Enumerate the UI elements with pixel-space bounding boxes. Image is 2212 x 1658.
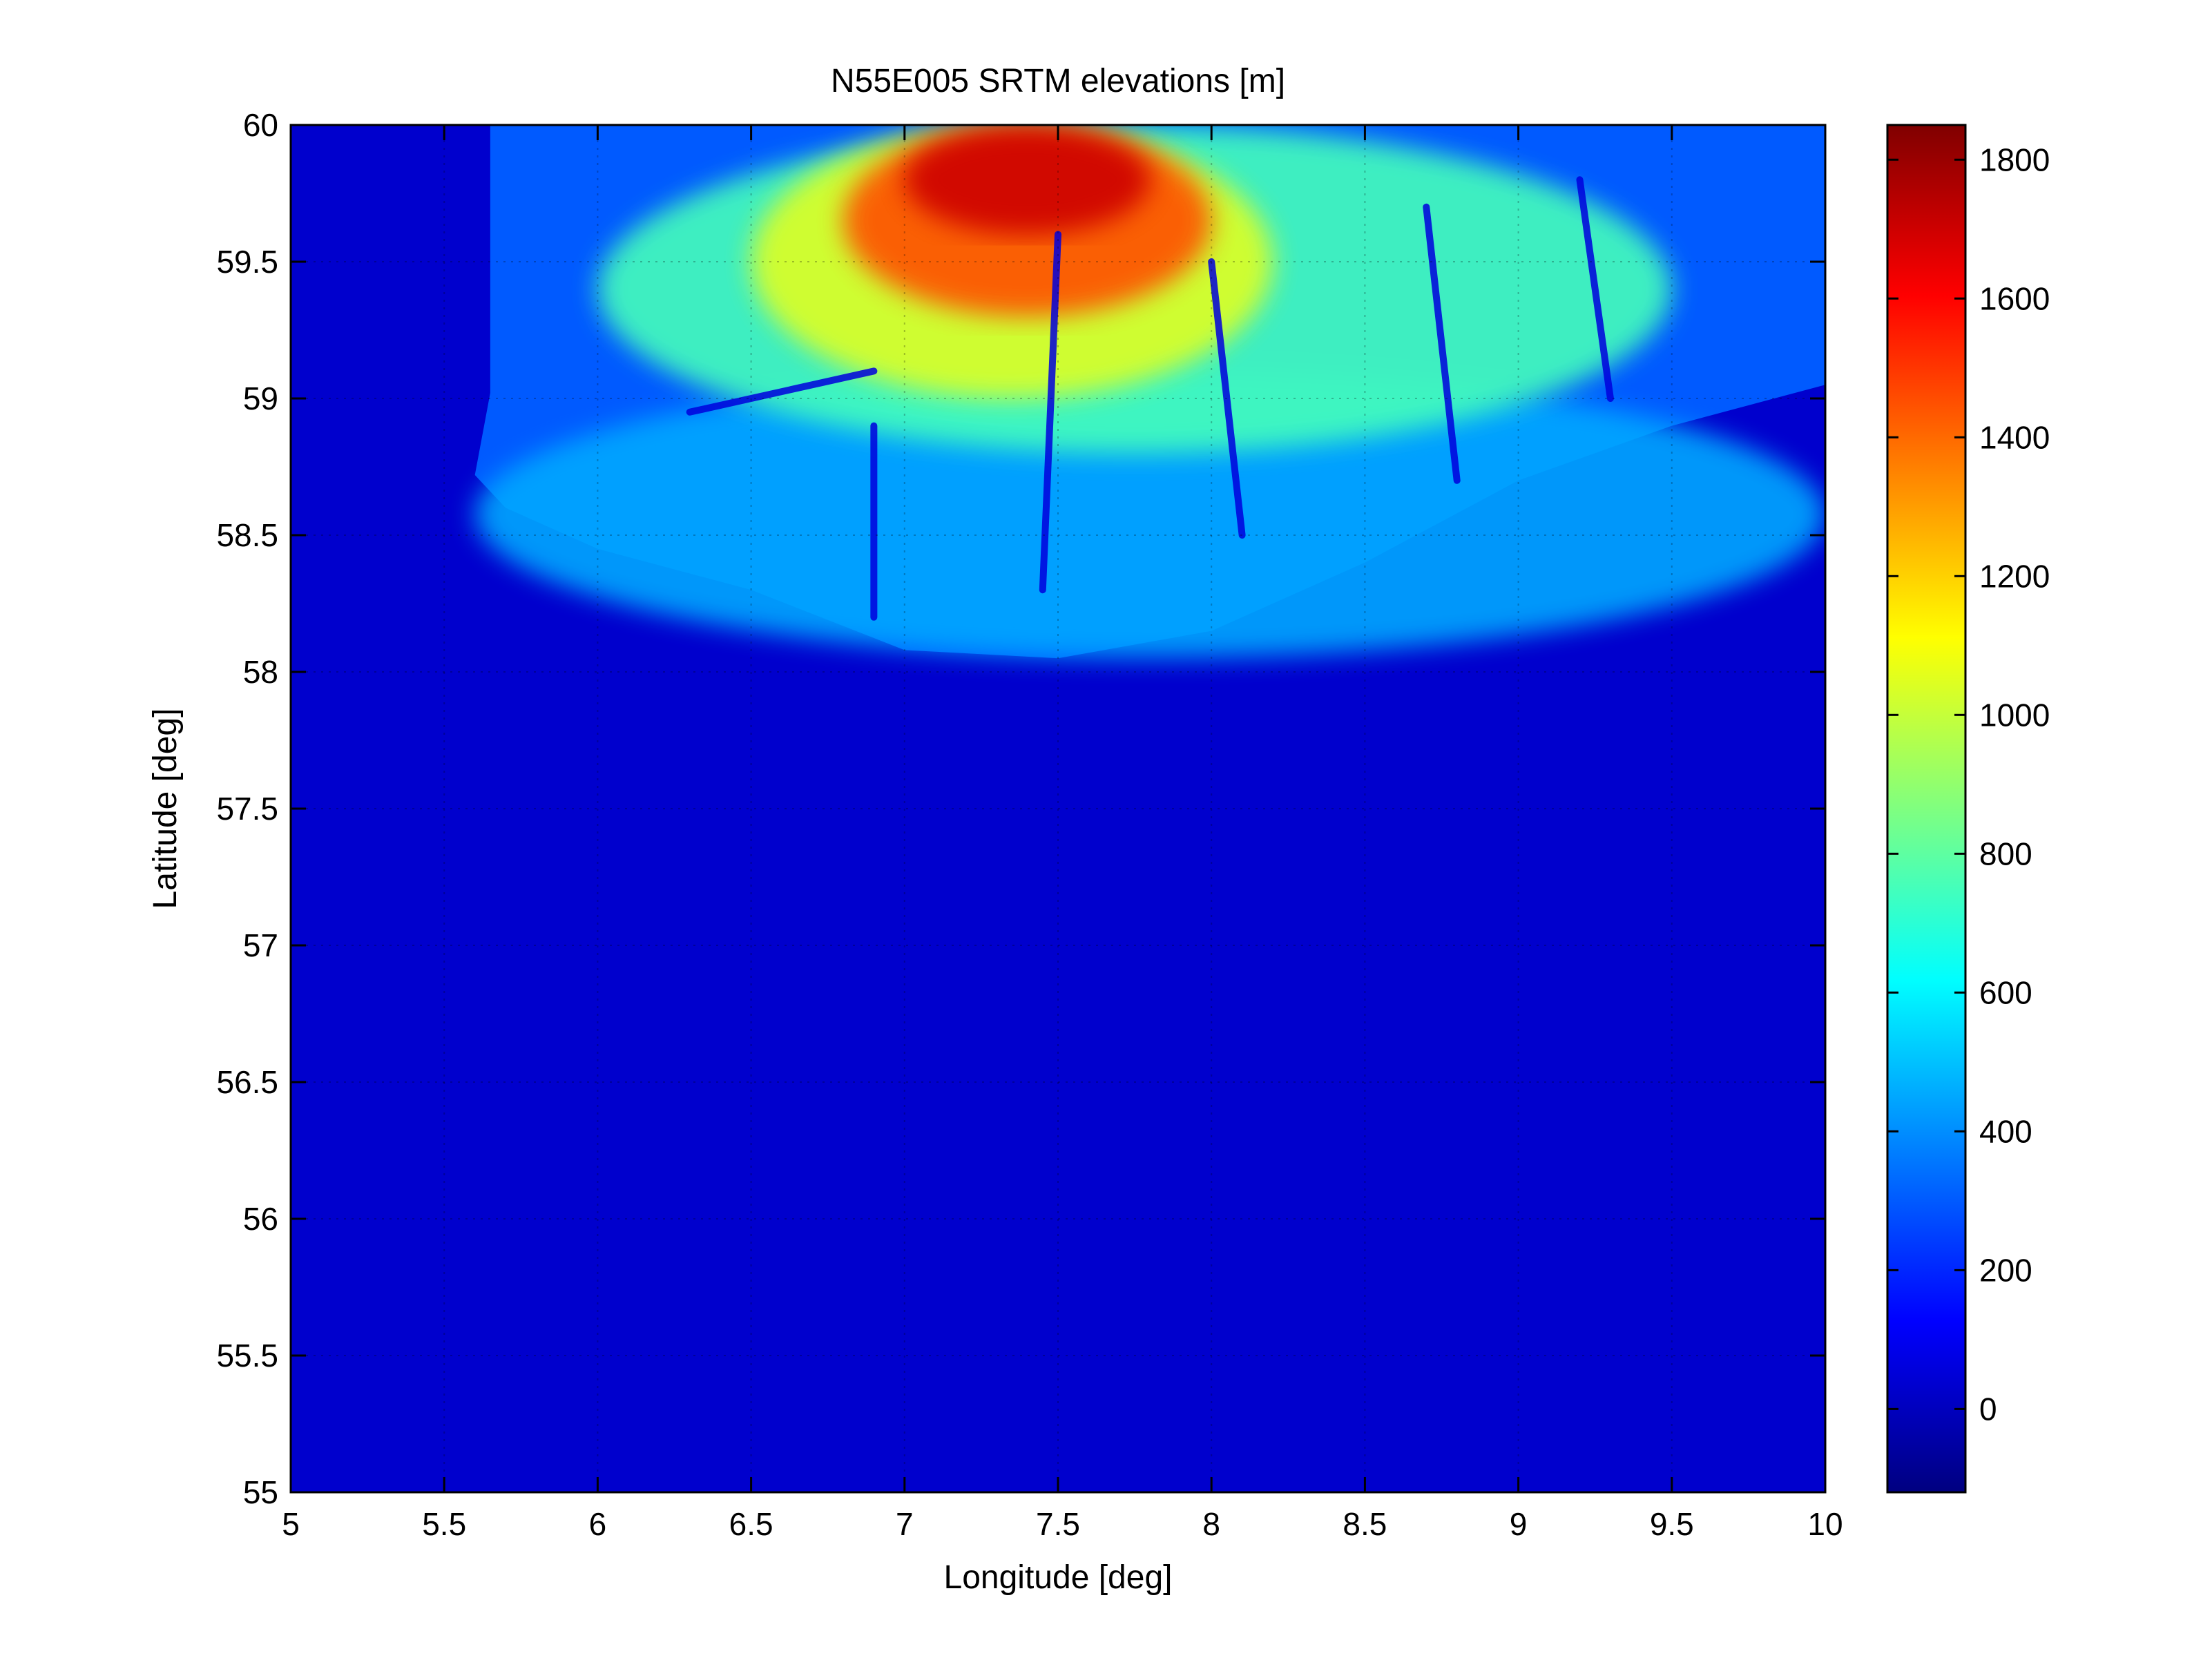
y-tick-label: 60 (243, 107, 278, 143)
colorbar-tick-label: 1600 (1979, 280, 2050, 316)
valley-line (1576, 176, 1614, 402)
plot-area (291, 125, 1825, 1492)
x-axis-label: Longitude [deg] (944, 1559, 1173, 1596)
x-tick-label: 6 (589, 1506, 607, 1542)
x-tick-label: 7.5 (1036, 1506, 1080, 1542)
x-tick-label: 9 (1510, 1506, 1528, 1542)
y-tick-label: 57 (243, 927, 278, 963)
x-tick-label: 6.5 (729, 1506, 773, 1542)
valley-layer (686, 176, 1614, 621)
y-tick-label: 59.5 (216, 244, 278, 280)
colorbar-tick-label: 200 (1979, 1252, 2032, 1288)
colorbar: 0 200 400 600 800 1000 1200 1400 1600 1800 (1886, 124, 2050, 1494)
elevation-region (474, 371, 1825, 659)
colorbar-tick-label: 800 (1979, 836, 2032, 871)
colorbar-tick-label: 1200 (1979, 558, 2050, 594)
y-tick-label: 55 (243, 1474, 278, 1510)
x-tick-label: 10 (1807, 1506, 1843, 1542)
y-tick-label: 56.5 (216, 1064, 278, 1100)
x-tick-label: 8.5 (1343, 1506, 1387, 1542)
y-tick-label: 57.5 (216, 791, 278, 827)
terrain-layer (474, 125, 1825, 659)
colorbar-tick-label: 0 (1979, 1391, 1997, 1427)
valley-line (1423, 203, 1461, 484)
colorbar-tick-label: 1000 (1979, 697, 2050, 733)
x-tick-label: 7 (896, 1506, 914, 1542)
chart-title: N55E005 SRTM elevations [m] (831, 63, 1285, 99)
y-axis: 55 55.5 56 56.5 57 57.5 58 58.5 59 59.5 60 (216, 107, 1825, 1510)
valley-line (1039, 231, 1061, 594)
y-tick-label: 58 (243, 654, 278, 690)
valley-line (686, 367, 878, 416)
y-tick-label: 58.5 (216, 517, 278, 553)
y-tick-label: 56 (243, 1201, 278, 1237)
y-axis-label: Latitude [deg] (147, 708, 184, 909)
colorbar-ticks: 0 200 400 600 800 1000 1200 1400 1600 1800 (1887, 142, 2050, 1427)
grid-lines (291, 125, 1825, 1492)
colorbar-gradient (1886, 124, 1967, 1494)
y-tick-label: 59 (243, 380, 278, 416)
x-tick-label: 9.5 (1650, 1506, 1694, 1542)
x-tick-label: 8 (1202, 1506, 1220, 1542)
x-tick-label: 5.5 (422, 1506, 466, 1542)
valley-line (1208, 258, 1246, 539)
y-tick-label: 55.5 (216, 1338, 278, 1373)
elevation-region (904, 125, 1151, 235)
colorbar-tick-label: 1400 (1979, 419, 2050, 455)
colorbar-tick-label: 1800 (1979, 142, 2050, 177)
x-axis: 5 5.5 6 6.5 7 7.5 8 8.5 9 9.5 10 (282, 125, 1843, 1542)
colorbar-tick-label: 600 (1979, 974, 2032, 1010)
x-tick-label: 5 (282, 1506, 300, 1542)
colorbar-tick-label: 400 (1979, 1113, 2032, 1149)
